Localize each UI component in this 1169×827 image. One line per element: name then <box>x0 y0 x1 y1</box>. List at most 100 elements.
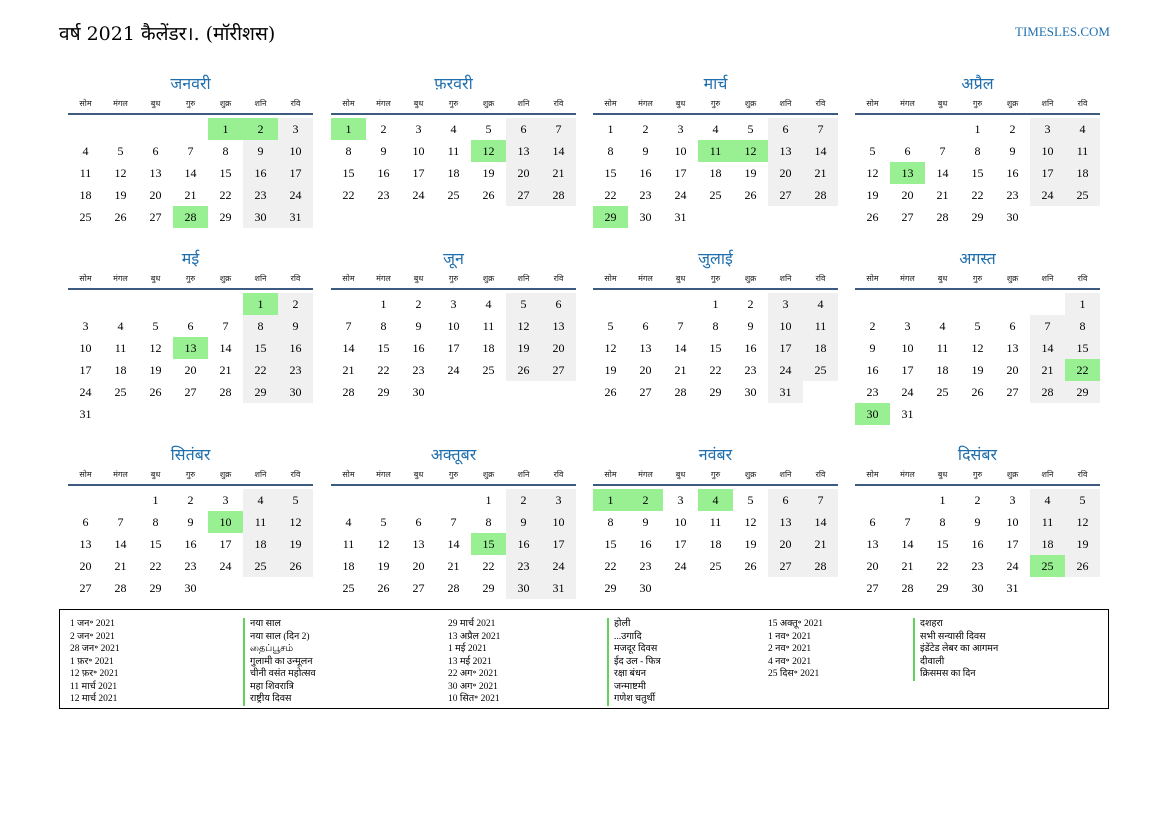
weekday-label: रवि <box>815 99 826 108</box>
empty-cell <box>366 489 401 511</box>
day-cell: 20 <box>768 533 803 555</box>
day-cell: 28 <box>447 581 460 595</box>
empty-cell <box>925 118 960 140</box>
month-calendar: जून सोम मंगल बुध गुरु शुक्र शनि रवि 1 2 3 4 5 6 7 8 9 10 1… <box>331 248 576 403</box>
day-cell: 18 <box>243 533 278 555</box>
day-cell: 6 <box>415 515 422 529</box>
holiday-name: नया साल <box>243 618 316 631</box>
month-name: अप्रैल <box>961 74 994 93</box>
day-cell: 24 <box>219 559 232 573</box>
day-cell: 11 <box>482 319 495 333</box>
weekday-label: शनि <box>254 274 267 283</box>
day-grid: 1 2 3 4 5 6 7 8 9 10 11 12 13 14 15 16 17 18 19 20 21 22 23 24 2… <box>855 293 1100 425</box>
day-cell: 26 <box>377 581 390 595</box>
weekday-header: सोम मंगल बुध गुरु शुक्र शनि रवि <box>68 270 313 290</box>
day-cell: 22 <box>971 188 984 202</box>
month-name: जनवरी <box>170 74 211 93</box>
weekday-header: सोम मंगल बुध गुरु शुक्र शनि रवि <box>331 95 576 115</box>
weekday-label: रवि <box>553 274 564 283</box>
day-grid: 1 2 3 4 5 6 7 8 9 10 11 12 13 14 15 16 17 18 19 20 21 22 23 24 2… <box>855 118 1100 228</box>
day-cell: 12 <box>278 511 313 533</box>
day-cell: 22 <box>219 188 232 202</box>
day-cell: 25 <box>342 581 355 595</box>
month-name: फ़रवरी <box>434 74 473 93</box>
day-cell: 13 <box>149 166 162 180</box>
day-cell: 1 <box>1065 293 1100 315</box>
month-name: जुलाई <box>698 249 733 268</box>
holiday-name: चीनी वसंत महोत्सव <box>243 668 316 681</box>
day-cell: 24 <box>674 559 687 573</box>
day-cell: 28 <box>803 184 838 206</box>
holiday-name: महा शिवरात्रि <box>243 680 316 693</box>
day-cell: 17 <box>1030 162 1065 184</box>
month-name: अगस्त <box>959 249 996 268</box>
day-cell: 4 <box>712 122 719 136</box>
day-cell: 1 <box>380 297 387 311</box>
day-cell: 13 <box>506 140 541 162</box>
empty-cell <box>173 293 208 315</box>
holiday-day-cell: 13 <box>173 337 208 359</box>
holiday-name: होली <box>607 618 661 631</box>
day-cell: 17 <box>901 363 914 377</box>
day-cell: 26 <box>971 385 984 399</box>
day-cell: 20 <box>768 162 803 184</box>
day-cell: 7 <box>939 144 946 158</box>
weekday-label: शुक्र <box>744 99 757 108</box>
day-cell: 11 <box>447 144 460 158</box>
day-cell: 23 <box>506 555 541 577</box>
holiday-name: தைப்பூசம் <box>243 643 316 656</box>
day-cell: 28 <box>803 555 838 577</box>
day-cell: 3 <box>677 122 684 136</box>
weekday-label: सोम <box>866 274 879 283</box>
day-cell: 19 <box>482 166 495 180</box>
day-cell: 11 <box>342 537 355 551</box>
day-cell: 3 <box>82 319 89 333</box>
month-name: नवंबर <box>698 445 733 464</box>
empty-cell <box>855 489 890 511</box>
day-cell: 23 <box>243 184 278 206</box>
month-calendar: नवंबर सोम मंगल बुध गुरु शुक्र शनि रवि 1 2 3 4 5 6 7 8 9 1… <box>593 444 838 599</box>
day-cell: 3 <box>904 319 911 333</box>
day-cell: 14 <box>803 140 838 162</box>
weekday-label: बुध <box>937 470 948 479</box>
day-cell: 26 <box>1065 555 1100 577</box>
day-cell: 24 <box>541 555 576 577</box>
day-cell: 7 <box>904 515 911 529</box>
day-cell: 22 <box>936 559 949 573</box>
day-cell: 29 <box>482 581 495 595</box>
month-calendar: मार्च सोम मंगल बुध गुरु शुक्र शनि रवि 1 2 3 4 5 6 7 8 9 1… <box>593 73 838 228</box>
day-cell: 15 <box>604 166 617 180</box>
day-cell: 16 <box>184 537 197 551</box>
weekday-label: शुक्र <box>482 99 495 108</box>
day-cell: 21 <box>447 559 460 573</box>
day-cell: 12 <box>604 341 617 355</box>
day-cell: 8 <box>712 319 719 333</box>
day-cell: 29 <box>149 581 162 595</box>
day-cell: 29 <box>1065 381 1100 403</box>
day-cell: 20 <box>79 559 92 573</box>
day-cell: 7 <box>541 118 576 140</box>
site-link[interactable]: TIMESLES.COM <box>1015 24 1110 39</box>
day-cell: 25 <box>114 385 127 399</box>
day-cell: 9 <box>1009 144 1016 158</box>
holiday-day-cell: 15 <box>471 533 506 555</box>
day-cell: 10 <box>674 144 687 158</box>
day-cell: 27 <box>541 359 576 381</box>
day-cell: 14 <box>1030 337 1065 359</box>
day-cell: 22 <box>604 559 617 573</box>
empty-cell <box>103 293 138 315</box>
day-cell: 16 <box>971 537 984 551</box>
weekday-label: मंगल <box>638 99 653 108</box>
day-cell: 3 <box>222 493 229 507</box>
day-cell: 29 <box>604 581 617 595</box>
day-cell: 11 <box>709 515 722 529</box>
day-cell: 20 <box>412 559 425 573</box>
day-cell: 21 <box>184 188 197 202</box>
empty-cell <box>436 489 471 511</box>
empty-cell <box>103 118 138 140</box>
holiday-day-cell: 22 <box>1065 359 1100 381</box>
day-cell: 25 <box>447 188 460 202</box>
weekday-label: मंगल <box>113 274 128 283</box>
month-calendar: अगस्त सोम मंगल बुध गुरु शुक्र शनि रवि 1 2 3 4 5 6 7 8 9 1… <box>855 248 1100 425</box>
weekday-label: शुक्र <box>744 274 757 283</box>
